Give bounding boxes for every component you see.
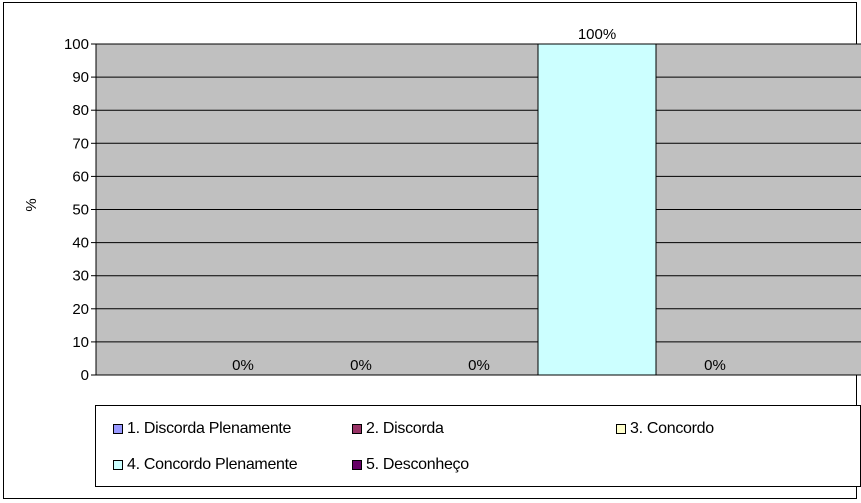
y-tick-label-70: 70 xyxy=(72,135,89,152)
y-tick-label-80: 80 xyxy=(72,102,89,119)
data-label-5: 0% xyxy=(704,357,726,374)
legend-swatch-5 xyxy=(352,460,362,470)
y-tick-label-100: 100 xyxy=(64,36,89,53)
y-tick-label-30: 30 xyxy=(72,268,89,285)
y-tick-label-40: 40 xyxy=(72,235,89,252)
legend-item-4: 4. Concordo Plenamente xyxy=(113,456,298,474)
data-label-3: 0% xyxy=(468,357,490,374)
chart-legend: 1. Discorda Plenamente 2. Discorda 3. Conc… xyxy=(95,405,861,487)
bar-4 xyxy=(537,43,657,376)
legend-label-4: 4. Concordo Plenamente xyxy=(127,456,298,473)
legend-label-5: 5. Desconheço xyxy=(366,456,469,473)
y-tick-label-10: 10 xyxy=(72,334,89,351)
data-label-2: 0% xyxy=(350,357,372,374)
y-tick-label-20: 20 xyxy=(72,301,89,318)
legend-swatch-4 xyxy=(113,460,123,470)
legend-swatch-3 xyxy=(616,424,626,434)
legend-swatch-2 xyxy=(352,424,362,434)
legend-item-5: 5. Desconheço xyxy=(352,456,469,474)
y-tick-label-0: 0 xyxy=(81,367,89,384)
y-tick-label-90: 90 xyxy=(72,69,89,86)
y-tick-label-60: 60 xyxy=(72,168,89,185)
legend-swatch-1 xyxy=(113,424,123,434)
legend-label-1: 1. Discorda Plenamente xyxy=(127,420,292,437)
y-tick-label-50: 50 xyxy=(72,202,89,219)
data-label-1: 0% xyxy=(232,357,254,374)
data-label-4: 100% xyxy=(578,26,616,43)
legend-item-1: 1. Discorda Plenamente xyxy=(113,420,291,438)
legend-item-3: 3. Concordo xyxy=(616,420,714,438)
legend-item-2: 2. Discorda xyxy=(352,420,444,438)
legend-label-3: 3. Concordo xyxy=(630,420,714,437)
legend-label-2: 2. Discorda xyxy=(366,420,444,437)
y-axis-title: % xyxy=(23,198,40,211)
